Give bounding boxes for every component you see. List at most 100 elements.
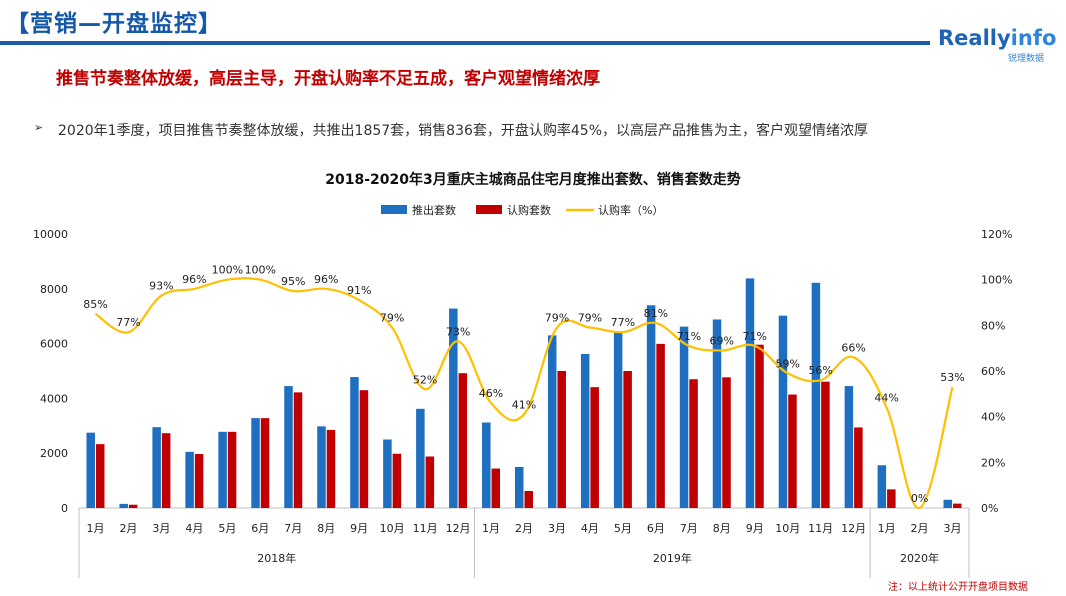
bar-supply <box>482 422 491 508</box>
bar-sales <box>557 371 566 508</box>
bar-sales <box>161 433 171 508</box>
bar-sales <box>524 491 533 508</box>
bar-supply <box>613 332 623 508</box>
legend-label-rate: 认购率（%） <box>598 203 663 217</box>
y-left-tick-label: 10000 <box>33 228 68 241</box>
rate-data-label: 93% <box>149 280 173 293</box>
bar-supply <box>547 335 557 508</box>
x-tick-label: 3月 <box>548 522 566 535</box>
bar-sales <box>227 431 237 508</box>
bar-sales <box>722 377 731 508</box>
x-tick-label: 1月 <box>482 522 500 535</box>
x-tick-label: 2月 <box>515 522 533 535</box>
rate-data-label: 59% <box>775 357 799 370</box>
x-tick-label: 6月 <box>647 522 665 535</box>
bar-supply <box>877 465 887 508</box>
x-tick-label: 5月 <box>614 522 632 535</box>
bar-sales <box>953 503 962 508</box>
headline: 推售节奏整体放缓，高层主导，开盘认购率不足五成，客户观望情绪浓厚 <box>56 69 600 89</box>
bar-supply <box>317 426 326 508</box>
year-group-label: 2018年 <box>257 551 296 565</box>
bar-supply <box>515 466 524 508</box>
x-tick-label: 12月 <box>841 522 866 535</box>
rate-line <box>94 277 954 510</box>
legend-label-sales: 认购套数 <box>507 203 551 217</box>
y-right-tick-label: 40% <box>981 411 1005 424</box>
rate-data-label: 96% <box>182 273 206 286</box>
bar-sales <box>194 454 204 508</box>
rate-data-label: 96% <box>314 273 338 286</box>
bullet-text: 2020年1季度，项目推售节奏整体放缓，共推出1857套，销售836套，开盘认购… <box>58 123 869 139</box>
x-tick-label: 7月 <box>680 522 698 535</box>
rate-data-label: 85% <box>83 298 107 311</box>
rate-data-label: 44% <box>874 392 898 405</box>
x-tick-label: 12月 <box>446 522 471 535</box>
rate-data-label: 100% <box>212 264 243 277</box>
bullet-arrow-icon: ➢ <box>34 121 44 134</box>
legend-label-supply: 推出套数 <box>412 203 456 217</box>
bar-supply <box>646 305 656 508</box>
x-tick-label: 9月 <box>746 522 764 535</box>
x-tick-label: 11月 <box>413 522 438 535</box>
slide-title: 【营销—开盘监控】 <box>6 11 222 37</box>
y-left-tick-label: 0 <box>61 502 68 515</box>
bar-supply <box>218 431 227 508</box>
year-group-label: 2019年 <box>653 551 692 565</box>
bar-sales <box>458 373 468 508</box>
x-tick-label: 9月 <box>350 522 368 535</box>
x-tick-label: 4月 <box>185 522 203 535</box>
rate-data-label: 95% <box>281 275 305 288</box>
y-left-tick-label: 6000 <box>40 338 68 351</box>
bar-sales <box>656 343 665 508</box>
bar-sales <box>95 444 105 508</box>
rate-data-label: 56% <box>808 364 832 377</box>
x-tick-label: 10月 <box>380 522 405 535</box>
bar-supply <box>844 386 854 508</box>
x-tick-label: 8月 <box>317 522 335 535</box>
x-tick-label: 6月 <box>251 522 269 535</box>
y-right-tick-label: 100% <box>981 274 1012 287</box>
title-divider <box>0 41 930 45</box>
rate-data-label: 79% <box>380 312 404 325</box>
legend-swatch-supply <box>381 205 407 214</box>
rate-data-label: 0% <box>911 492 928 505</box>
bar-sales <box>590 387 599 508</box>
bar-sales <box>887 489 896 508</box>
bar-supply <box>119 503 128 508</box>
rate-data-label: 71% <box>677 330 701 343</box>
rate-data-label: 77% <box>611 316 635 329</box>
x-tick-label: 4月 <box>581 522 599 535</box>
year-group-label: 2020年 <box>900 551 939 565</box>
bar-supply <box>152 427 161 508</box>
bar-sales <box>392 453 402 508</box>
bar-sales <box>854 427 863 508</box>
rate-data-label: 79% <box>545 312 569 325</box>
y-left-tick-label: 8000 <box>40 283 68 296</box>
y-right-tick-label: 20% <box>981 456 1005 469</box>
rate-data-label: 79% <box>578 312 602 325</box>
x-tick-label: 2月 <box>911 522 929 535</box>
brand-logo: Reallyinfo <box>938 26 1056 50</box>
rate-data-label: 77% <box>116 316 140 329</box>
bar-sales <box>260 418 270 508</box>
bar-sales <box>623 371 632 508</box>
footnote: 注：以上统计公开开盘项目数据 <box>888 582 1028 593</box>
bar-sales <box>821 381 830 508</box>
rate-data-label: 66% <box>841 341 865 354</box>
rate-data-label: 100% <box>245 264 276 277</box>
bar-supply <box>712 319 722 508</box>
bar-supply <box>580 354 590 508</box>
rate-data-label: 46% <box>479 387 503 400</box>
y-right-tick-label: 80% <box>981 319 1005 332</box>
bar-supply <box>284 386 293 508</box>
bar-supply <box>778 315 788 508</box>
bar-supply <box>449 308 458 508</box>
bar-supply <box>350 377 359 508</box>
y-right-tick-label: 120% <box>981 228 1012 241</box>
bar-sales <box>128 504 138 508</box>
x-tick-label: 8月 <box>713 522 731 535</box>
y-left-tick-label: 2000 <box>40 447 68 460</box>
x-tick-label: 5月 <box>218 522 236 535</box>
x-tick-label: 3月 <box>152 522 170 535</box>
logo-text-info: info <box>1010 26 1057 50</box>
